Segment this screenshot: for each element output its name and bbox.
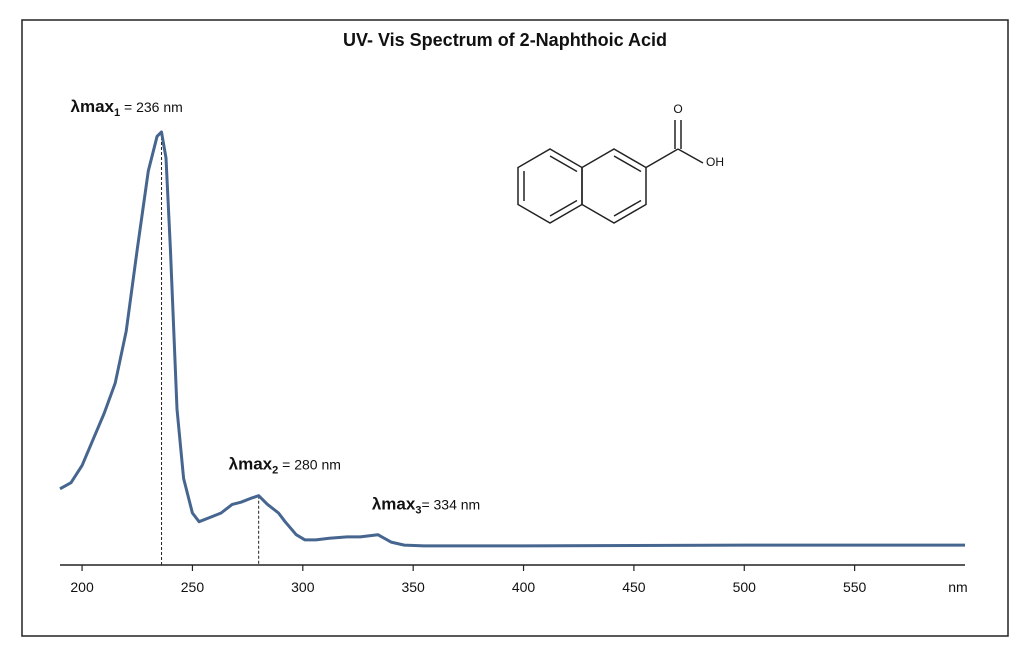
annotation-text: = 236 nm bbox=[120, 99, 183, 115]
x-tick-label: 400 bbox=[512, 579, 536, 595]
x-axis-label: nm bbox=[948, 579, 967, 595]
bond bbox=[549, 155, 578, 173]
x-tick-label: 250 bbox=[181, 579, 205, 595]
annotation: λmax1 = 236 nm bbox=[71, 97, 183, 119]
annotation-symbol: λmax bbox=[229, 455, 273, 474]
bond bbox=[549, 199, 578, 217]
atom-label: OH bbox=[706, 155, 724, 169]
x-tick-label: 350 bbox=[401, 579, 425, 595]
annotation-subscript: 2 bbox=[272, 465, 278, 477]
annotation: λmax3= 334 nm bbox=[372, 495, 480, 517]
x-tick-label: 450 bbox=[622, 579, 646, 595]
molecule bbox=[517, 120, 704, 224]
annotation-text: = 334 nm bbox=[421, 497, 480, 513]
atom-label: O bbox=[673, 102, 682, 116]
frame bbox=[21, 19, 1009, 637]
bond bbox=[613, 155, 642, 173]
bond bbox=[613, 199, 642, 217]
x-tick-label: 300 bbox=[291, 579, 315, 595]
chart-title: UV- Vis Spectrum of 2-Naphthoic Acid bbox=[343, 30, 667, 50]
x-tick-label: 500 bbox=[733, 579, 757, 595]
bond bbox=[677, 148, 704, 164]
bond bbox=[645, 148, 679, 169]
spectrum-line bbox=[59, 130, 965, 548]
x-tick-label: 200 bbox=[70, 579, 94, 595]
annotation-text: = 280 nm bbox=[278, 457, 341, 473]
annotation-subscript: 3 bbox=[415, 505, 421, 517]
annotation-symbol: λmax bbox=[71, 97, 115, 116]
x-tick-label: 550 bbox=[843, 579, 867, 595]
annotation-symbol: λmax bbox=[372, 495, 416, 514]
annotation-subscript: 1 bbox=[114, 107, 120, 119]
annotation: λmax2 = 280 nm bbox=[229, 455, 341, 477]
